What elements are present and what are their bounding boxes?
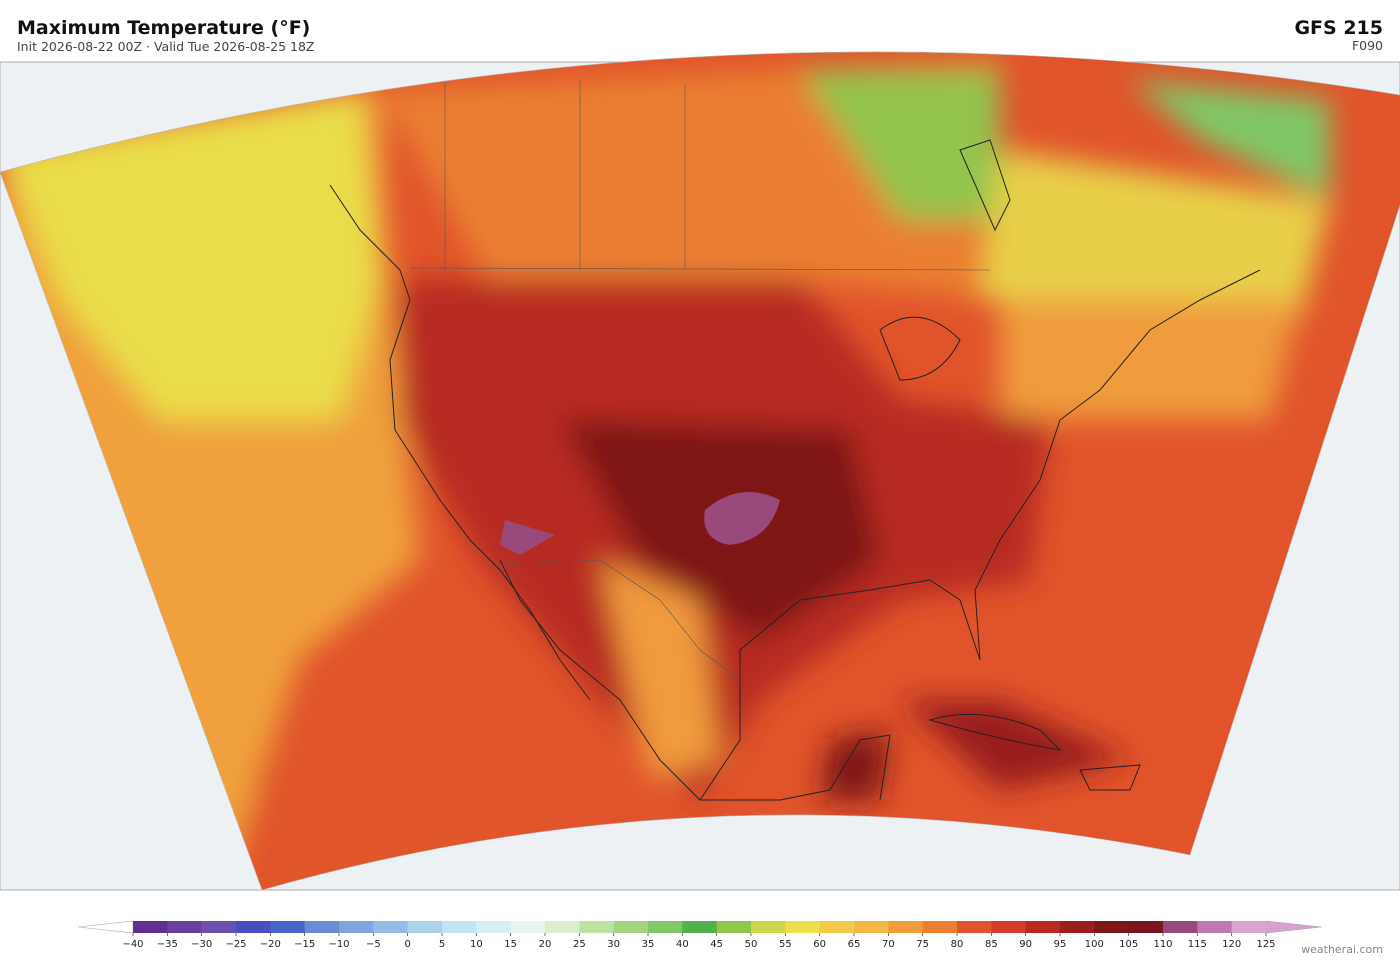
colorbar-bin: [1197, 921, 1232, 933]
colorbar-tick-label: 55: [779, 939, 792, 950]
colorbar-tick-label: 10: [470, 939, 483, 950]
colorbar-bin: [476, 921, 511, 933]
colorbar-tick-label: −35: [157, 939, 178, 950]
colorbar-bin: [442, 921, 477, 933]
colorbar-tick-label: −30: [191, 939, 212, 950]
colorbar-bin: [888, 921, 923, 933]
colorbar-bin: [716, 921, 752, 933]
colorbar-tick-label: 125: [1256, 939, 1275, 950]
colorbar-over: [1265, 920, 1323, 934]
colorbar-tick-label: −15: [294, 939, 315, 950]
colorbar-tick-label: 20: [539, 939, 552, 950]
colorbar-bin: [922, 921, 958, 933]
colorbar-tick-label: 60: [813, 939, 826, 950]
colorbar-tick-label: 95: [1054, 939, 1067, 950]
colorbar-bin: [236, 921, 271, 933]
colorbar-bin: [545, 921, 580, 933]
colorbar-tick-label: 5: [439, 939, 445, 950]
colorbar-bin: [201, 921, 237, 933]
colorbar-bin: [854, 921, 889, 933]
colorbar-tick-label: 75: [916, 939, 929, 950]
colorbar-bin: [1128, 921, 1164, 933]
colorbar-bin: [991, 921, 1026, 933]
title: Maximum Temperature (°F): [17, 17, 310, 39]
colorbar-tick-label: −20: [260, 939, 281, 950]
colorbar-bin: [648, 921, 683, 933]
colorbar-tick-label: 110: [1153, 939, 1172, 950]
coastlines: [329, 139, 1261, 801]
colorbar-tick-label: 90: [1019, 939, 1032, 950]
colorbar-bin: [957, 921, 992, 933]
colorbar-bin: [1094, 921, 1129, 933]
colorbar-bin: [1163, 921, 1198, 933]
colorbar-bin: [819, 921, 855, 933]
map: [0, 51, 1400, 891]
colorbar-bin: [373, 921, 408, 933]
model: GFS 215: [1294, 17, 1383, 39]
colorbar-tick-label: 100: [1085, 939, 1104, 950]
colorbar-tick-label: 25: [573, 939, 586, 950]
colorbar-bin: [1231, 921, 1267, 933]
colorbar-tick-label: −25: [225, 939, 246, 950]
colorbar-under: [77, 920, 134, 934]
colorbar-tick-label: 105: [1119, 939, 1138, 950]
colorbar-tick-label: 40: [676, 939, 689, 950]
colorbar-bin: [751, 921, 786, 933]
colorbar-tick-label: −10: [328, 939, 349, 950]
colorbar-bin: [1025, 921, 1061, 933]
colorbar-tick-label: 70: [882, 939, 895, 950]
borders: [409, 80, 991, 681]
colorbar-tick-label: 15: [504, 939, 517, 950]
hot-spot: [500, 520, 555, 555]
colorbar-tick-label: 50: [745, 939, 758, 950]
colorbar-tick-label: 30: [607, 939, 620, 950]
colorbar-bin: [339, 921, 374, 933]
colorbar-tick-label: 120: [1222, 939, 1241, 950]
colorbar-bin: [167, 921, 202, 933]
colorbar-tick-label: 35: [642, 939, 655, 950]
colorbar-bin: [133, 921, 168, 933]
colorbar-tick-label: 45: [710, 939, 723, 950]
colorbar-bin: [304, 921, 340, 933]
colorbar-bin: [613, 921, 649, 933]
colorbar-tick-label: 65: [848, 939, 861, 950]
domain-edge: [0, 51, 1400, 891]
colorbar-bin: [510, 921, 546, 933]
colorbar-tick-label: 80: [951, 939, 964, 950]
subtitle: Init 2026-08-22 00Z · Valid Tue 2026-08-…: [17, 39, 314, 54]
colorbar-tick-label: 85: [985, 939, 998, 950]
colorbar-bin: [682, 921, 717, 933]
colorbar-bin: [785, 921, 820, 933]
watermark: weatherai.com: [1301, 943, 1383, 956]
colorbar-bin: [579, 921, 614, 933]
hot-spot: [704, 492, 780, 545]
colorbar: −40 −35 −30 −25 −20 −15 −10 −5 0 5 10 15 20 25 30 35 40 4…: [77, 920, 1323, 950]
colorbar-tick-label: 115: [1188, 939, 1207, 950]
colorbar-tick-label: −40: [122, 939, 143, 950]
colorbar-bin: [270, 921, 305, 933]
forecast-hour: F090: [1352, 38, 1383, 53]
colorbar-bin: [407, 921, 443, 933]
colorbar-tick-label: 0: [404, 939, 410, 950]
colorbar-bin: [1060, 921, 1095, 933]
colorbar-tick-label: −5: [366, 939, 381, 950]
